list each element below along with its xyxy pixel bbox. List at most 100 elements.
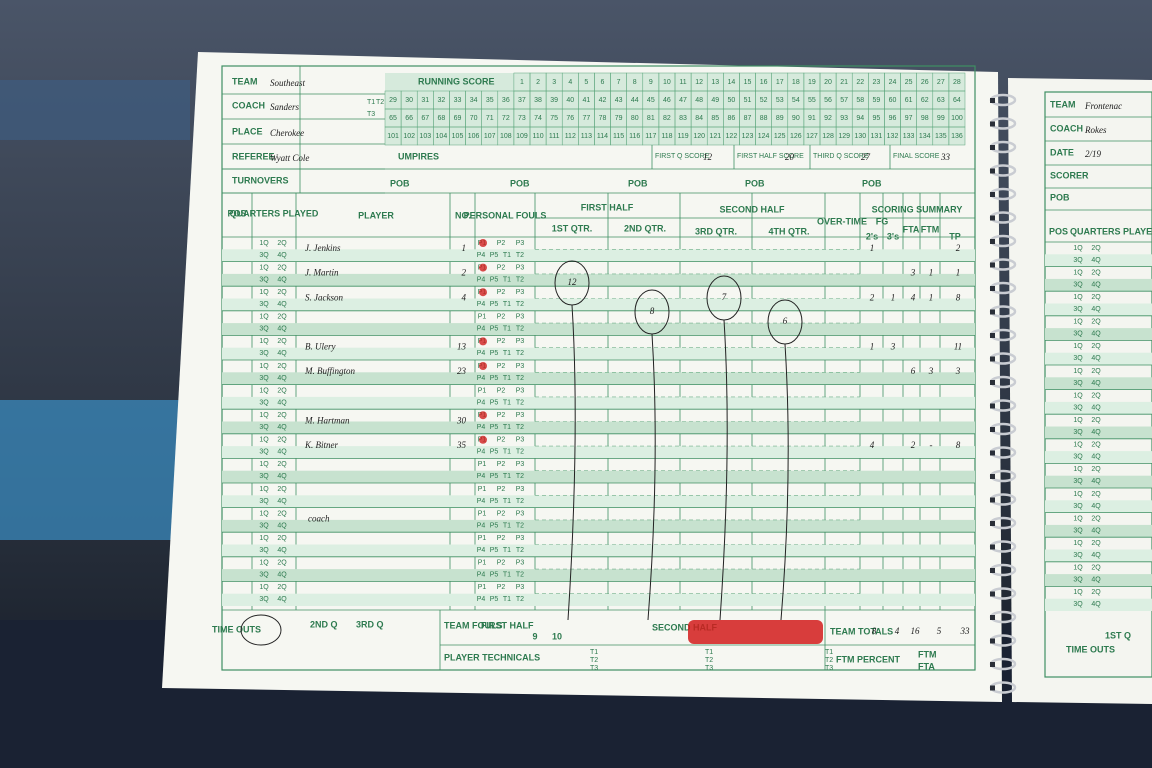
running-score-number: 26 [921, 79, 929, 86]
foul-box: P4 [477, 375, 486, 382]
team-total: 8 [872, 626, 877, 636]
running-score-number: 112 [565, 133, 576, 140]
footer-label: FIRST HALF [481, 620, 534, 630]
foul-box: T2 [516, 572, 524, 579]
foul-box: P1 [478, 387, 487, 394]
player-ftm: 1 [929, 268, 934, 278]
blue-bag [0, 400, 190, 540]
running-score-number: 1 [520, 79, 524, 86]
foul-mark [479, 435, 487, 444]
quarter-score-label: THIRD Q SCORE [813, 153, 869, 160]
row-shade [222, 544, 975, 557]
row-shade [1045, 401, 1152, 415]
foul-box: P5 [490, 522, 499, 529]
running-score-number: 71 [486, 115, 494, 122]
foul-box: T2 [516, 276, 524, 283]
column-header: NO. [455, 210, 471, 220]
running-score-number: 102 [403, 133, 415, 140]
running-score-number: 92 [824, 115, 832, 122]
running-score-number: 94 [856, 115, 864, 122]
quarter-box: 1Q [1073, 392, 1083, 399]
running-score-number: 11 [679, 79, 686, 86]
team-total: 5 [937, 626, 942, 636]
field-value: Wyatt Cole [270, 153, 309, 163]
quarter-box: 4Q [277, 350, 287, 357]
ring-hole [990, 309, 995, 315]
running-score-number: 82 [663, 115, 671, 122]
foul-box: T2 [516, 449, 524, 456]
ring-hole [990, 662, 995, 667]
running-score-number: 119 [677, 133, 688, 140]
foul-box: P5 [490, 547, 499, 554]
period-mark: T1 [705, 649, 713, 656]
quarter-box: 2Q [1091, 589, 1101, 596]
row-shade [1045, 254, 1152, 267]
quarter-score: 20 [785, 152, 795, 162]
running-score-number: 130 [854, 133, 866, 140]
running-score-number: 18 [792, 79, 800, 86]
row-shade [1045, 377, 1152, 390]
running-score-number: 66 [405, 115, 413, 122]
running-score-number: 34 [470, 97, 478, 104]
field-label: COACH [232, 100, 265, 110]
pob-label: POB [390, 178, 410, 188]
field-value: Southeast [270, 78, 305, 88]
quarter-box: 3Q [1073, 404, 1083, 411]
player-fta: 4 [911, 292, 916, 302]
footer-label: FTM [918, 649, 937, 659]
foul-box: P4 [477, 326, 486, 333]
running-score-number: 86 [727, 115, 735, 122]
quarter-box: 2Q [277, 289, 287, 296]
quarter-box: 4Q [277, 596, 287, 603]
running-score-number: 91 [808, 115, 816, 122]
ring-hole [990, 474, 995, 479]
ring-hole [990, 356, 995, 362]
quarter-box: 2Q [1091, 343, 1101, 350]
foul-box: P4 [477, 572, 486, 579]
quarter-box: 2Q [277, 461, 287, 468]
quarter-box: 2Q [1091, 319, 1101, 326]
quarter-box: 3Q [259, 449, 269, 456]
footer-label: 1ST Q [1105, 630, 1131, 640]
quarter-box: 3Q [1073, 306, 1083, 313]
spiral-binding [989, 93, 1017, 694]
running-score-number: 7 [617, 79, 621, 86]
running-score-number: 79 [615, 115, 623, 122]
running-score-number: 114 [597, 133, 608, 140]
foul-box: T2 [516, 399, 524, 406]
ring-hole [990, 145, 995, 150]
quarter-stroke [719, 319, 728, 621]
period-mark: T3 [590, 665, 598, 672]
foul-box: P4 [477, 596, 486, 603]
quarter-box: 3Q [259, 375, 269, 382]
quarter-box: 1Q [259, 264, 269, 271]
quarter-box: 4Q [1091, 527, 1101, 534]
quarter-total: 7 [722, 292, 727, 302]
running-score-number: 62 [921, 97, 929, 104]
foul-box: T1 [503, 572, 511, 579]
quarter-total: 12 [568, 277, 578, 287]
quarter-box: 2Q [277, 535, 287, 542]
ring-hole [990, 262, 995, 268]
foul-box: P2 [497, 387, 506, 394]
period-mark: T3 [825, 665, 833, 672]
running-score-number: 122 [726, 133, 738, 140]
row-shade [222, 396, 975, 410]
player-name: M. Buffington [304, 366, 355, 376]
quarter-box: 2Q [277, 486, 287, 493]
running-score-number: 39 [550, 97, 558, 104]
running-score-number: 101 [387, 133, 399, 140]
row-shade [222, 421, 975, 434]
column-header: PLAYER [358, 210, 394, 220]
quarter-box: 3Q [1073, 331, 1083, 338]
foul-box: P5 [490, 424, 499, 431]
player-number: 13 [457, 341, 467, 351]
running-score-number: 127 [806, 133, 818, 140]
row-shade [222, 323, 975, 336]
field-label: REFEREE [232, 151, 275, 161]
team-total: 4 [895, 626, 900, 636]
row-shade [222, 593, 975, 606]
player-ftm: 3 [928, 366, 934, 376]
quarter-box: 4Q [1091, 281, 1101, 288]
